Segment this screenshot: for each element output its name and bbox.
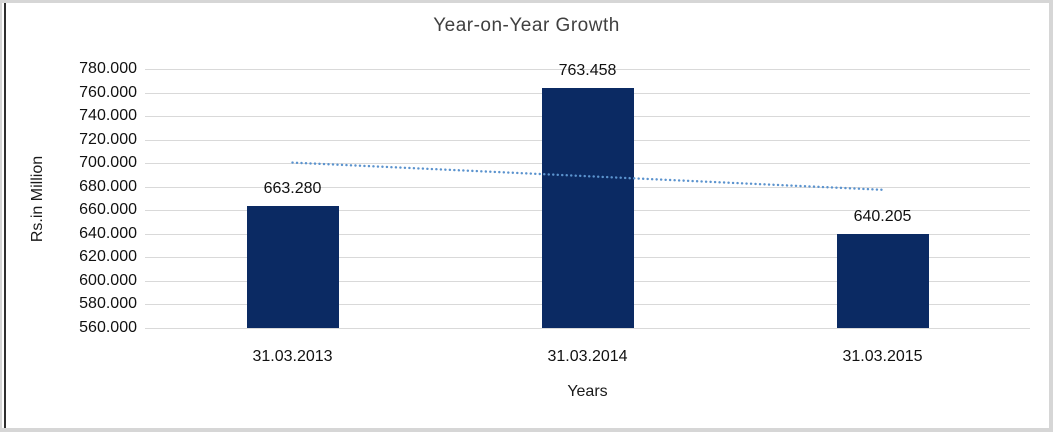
frame-border-right bbox=[1049, 0, 1053, 432]
y-axis-tick-label: 680.000 bbox=[79, 178, 137, 195]
frame-border-left bbox=[0, 0, 2, 432]
x-axis-tick-label: 31.03.2014 bbox=[547, 348, 628, 365]
y-axis-tick-label: 600.000 bbox=[79, 272, 137, 289]
cell-border-left bbox=[4, 3, 6, 428]
gridline bbox=[145, 69, 1030, 70]
y-axis-tick-label: 620.000 bbox=[79, 248, 137, 265]
x-axis-tick-label: 31.03.2015 bbox=[842, 348, 923, 365]
y-axis-tick-label: 780.000 bbox=[79, 60, 137, 77]
bar-31.03.2013 bbox=[246, 206, 339, 328]
data-label: 663.280 bbox=[263, 180, 322, 198]
y-axis-tick-label: 660.000 bbox=[79, 201, 137, 218]
y-axis-tick-label: 720.000 bbox=[79, 131, 137, 148]
x-axis-title: Years bbox=[567, 383, 608, 400]
y-axis-tick-label: 560.000 bbox=[79, 319, 137, 336]
bar-31.03.2014 bbox=[541, 88, 634, 328]
gridline bbox=[145, 328, 1030, 329]
y-axis-tick-label: 640.000 bbox=[79, 225, 137, 242]
y-axis-tick-label: 740.000 bbox=[79, 107, 137, 124]
y-axis-tick-label: 760.000 bbox=[79, 84, 137, 101]
data-label: 640.205 bbox=[853, 207, 912, 225]
frame-border-bottom bbox=[0, 428, 1053, 432]
chart-title: Year-on-Year Growth bbox=[433, 15, 620, 36]
bar-31.03.2015 bbox=[836, 233, 929, 328]
data-label: 763.458 bbox=[558, 62, 617, 80]
x-axis-tick-label: 31.03.2013 bbox=[252, 348, 333, 365]
y-axis-tick-label: 700.000 bbox=[79, 154, 137, 171]
y-axis-tick-label: 580.000 bbox=[79, 295, 137, 312]
frame-border-top bbox=[0, 0, 1053, 3]
